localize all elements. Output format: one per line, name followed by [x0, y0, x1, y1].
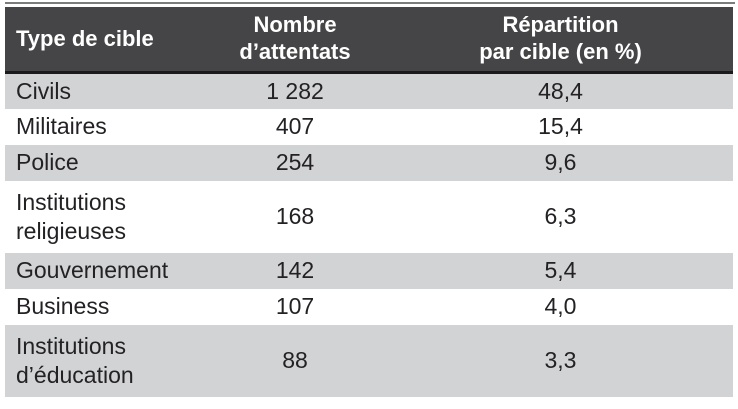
target-type-cell: Militaires: [16, 113, 107, 140]
share-percent-cell: 6,3: [544, 203, 577, 230]
share-percent-cell: 3,3: [544, 347, 577, 374]
column-header-nombre-attentats: Nombre d’attentats: [180, 7, 410, 74]
target-type-cell: Institutions religieuses: [16, 189, 126, 244]
table-row: Civils 1 282 48,4: [5, 72, 733, 109]
attack-count-cell: 142: [275, 257, 315, 284]
attack-targets-table: Type de cible Nombre d’attentats Réparti…: [5, 7, 733, 397]
table-row: Police 254 9,6: [5, 144, 733, 181]
share-percent-cell: 5,4: [544, 257, 577, 284]
header-nombre-line1: Nombre: [253, 12, 337, 38]
attack-count-cell: 107: [275, 293, 315, 320]
table-row: Militaires 407 15,4: [5, 108, 733, 145]
header-nombre-line2: d’attentats: [239, 39, 351, 64]
header-repartition-line1: Répartition: [502, 12, 619, 38]
attack-count-cell: 88: [282, 347, 308, 374]
target-type-cell: Business: [16, 293, 110, 320]
share-percent-cell: 48,4: [538, 78, 583, 104]
attack-count-cell: 1 282: [266, 78, 324, 104]
target-type-cell: Civils: [16, 78, 71, 104]
table-row: Institutions d’éducation 88 3,3: [5, 324, 733, 397]
column-header-type-de-cible: Type de cible: [5, 7, 180, 74]
column-header-repartition: Répartition par cible (en %): [410, 7, 733, 74]
header-type-label: Type de cible: [16, 25, 154, 51]
share-percent-cell: 4,0: [544, 293, 577, 320]
attack-count-cell: 168: [275, 203, 315, 230]
attack-count-cell: 407: [275, 113, 315, 140]
share-percent-cell: 9,6: [544, 149, 577, 176]
header-repartition-line2: par cible (en %): [479, 39, 642, 64]
table-row: Business 107 4,0: [5, 288, 733, 325]
table-row: Gouvernement 142 5,4: [5, 252, 733, 289]
target-type-cell: Police: [16, 149, 79, 176]
target-type-cell: Gouvernement: [16, 257, 169, 284]
table-row: Institutions religieuses 168 6,3: [5, 180, 733, 253]
share-percent-cell: 15,4: [538, 113, 583, 140]
top-rule-divider: [5, 2, 735, 4]
attack-count-cell: 254: [275, 149, 315, 176]
header-row: Type de cible Nombre d’attentats Réparti…: [5, 7, 733, 74]
target-type-cell: Institutions d’éducation: [16, 333, 134, 388]
